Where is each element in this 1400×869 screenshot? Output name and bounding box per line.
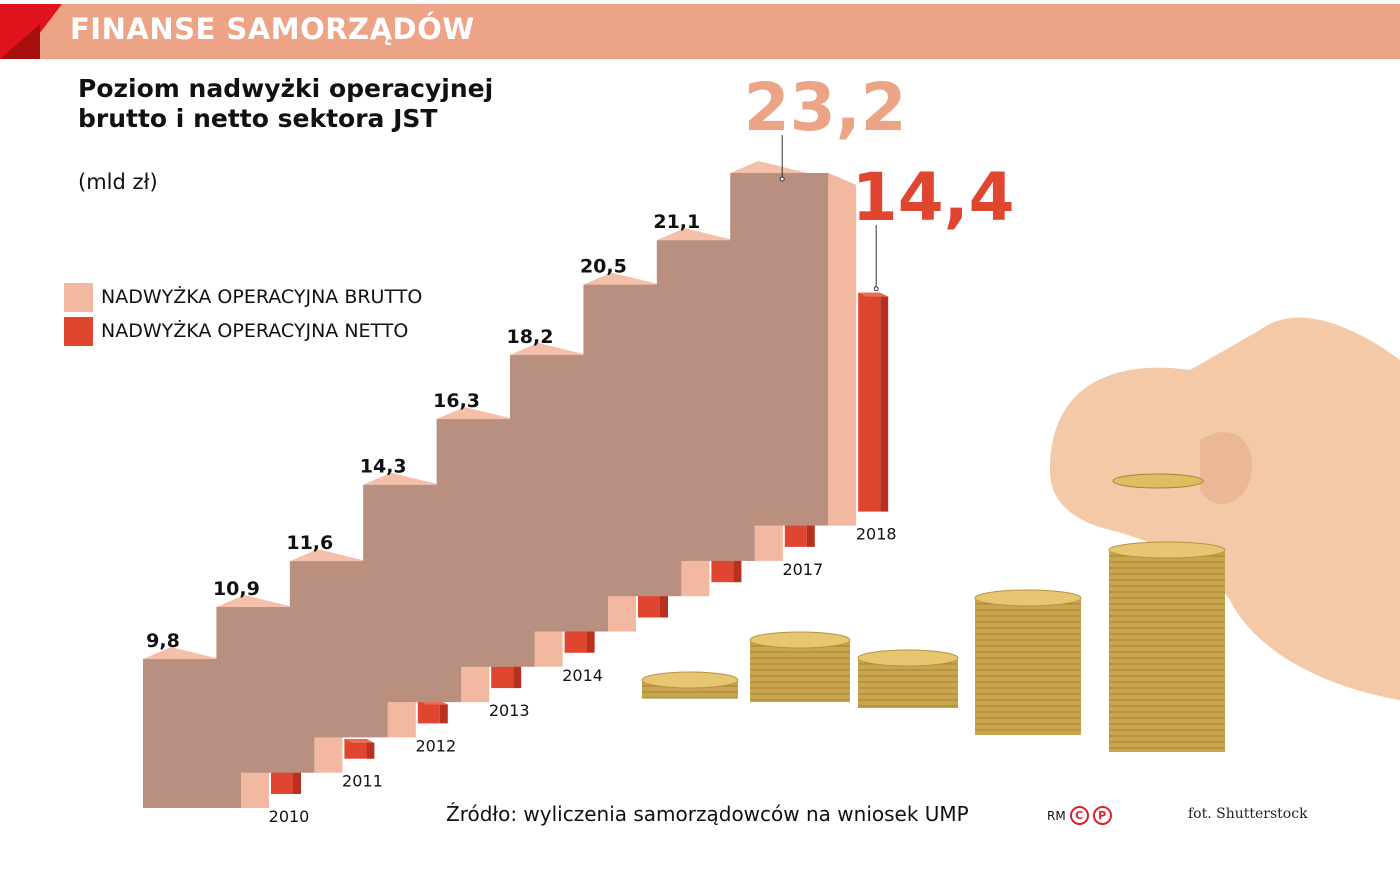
coin-top [749,631,851,649]
header-corner-decoration [0,4,62,59]
value-label-brutto: 21,1 [653,211,700,233]
legend-swatch-brutto [64,282,93,312]
coin-top [974,589,1082,607]
value-label-brutto: 9,8 [146,630,180,652]
bar-netto-2011 [344,738,367,759]
year-label-2013: 2013 [489,701,530,720]
copyright-icon: C [1069,806,1089,825]
chart-title-line1: Poziom nadwyżki operacyjnej [78,74,494,103]
bar-brutto-2018 [730,172,829,526]
source-note: Źródło: wyliczenia samorządowców na wnio… [446,802,969,826]
value-label-brutto: 16,3 [433,390,480,412]
photo-credit: fot. Shutterstock [1188,806,1308,822]
legend-item-netto: NADWYŻKA OPERACYJNA NETTO [64,314,422,348]
coin-top [1108,541,1226,559]
coin-top [857,649,959,667]
bar-netto-2018 [858,292,881,512]
chart-title: Poziom nadwyżki operacyjnej brutto i net… [78,74,493,134]
value-label-brutto: 10,9 [213,578,260,600]
year-label-2017: 2017 [782,560,823,579]
unit-label: (mld zł) [78,170,158,194]
legend-swatch-netto [64,316,93,346]
value-label-brutto: 11,6 [286,532,333,554]
leader-dot [873,286,879,292]
value-label-brutto: 20,5 [580,256,627,278]
hand-thumb [1200,432,1252,504]
coin-stack [974,589,1082,735]
value-label-brutto: 18,2 [507,326,554,348]
legend-label-brutto: NADWYŻKA OPERACYJNA BRUTTO [101,286,423,308]
bar-netto-side [880,292,889,512]
header-bar [0,4,1400,59]
year-label-2014: 2014 [562,666,603,685]
header-title: FINANSE SAMORZĄDÓW [70,12,475,46]
publisher-icon: P [1092,806,1112,825]
value-label-netto-highlight: 14,4 [852,159,1015,236]
bar-netto-top [858,292,889,297]
coin-stack-body [750,640,850,702]
year-label-2018: 2018 [856,525,897,544]
coin-stack [1108,541,1226,752]
coin-top [641,671,739,689]
hand-shape [1050,317,1400,700]
value-label-brutto: 14,3 [360,456,407,478]
bars-group: 9,82,7201010,91,3201111,61,5201214,32,52… [143,69,1015,826]
legend-label-netto: NADWYŻKA OPERACYJNA NETTO [101,320,409,342]
chart-title-line2: brutto i netto sektora JST [78,104,438,133]
legend-item-brutto: NADWYŻKA OPERACYJNA BRUTTO [64,280,422,314]
coins-and-hand-photo [641,317,1400,752]
year-label-2012: 2012 [415,736,456,755]
coin-stack [641,671,739,699]
coin-stack [857,649,959,708]
bar-brutto-side [828,172,857,526]
bar-netto-top [344,738,375,743]
copyright-mark: RM C P [1047,806,1112,825]
year-label-2011: 2011 [342,772,383,791]
coin-stack-body [975,598,1081,735]
bar-netto-2012 [417,700,440,724]
bar-group-2018: 23,2 14,4 2018 [730,69,1015,544]
held-coin [1112,473,1204,489]
legend: NADWYŻKA OPERACYJNA BRUTTO NADWYŻKA OPER… [64,280,422,348]
bar-netto-side [366,738,375,759]
leader-dot [779,176,785,182]
bar-netto-side [439,700,448,724]
year-label-2010: 2010 [269,807,310,826]
rm-label: RM [1047,808,1066,823]
coin-stack [749,631,851,702]
value-label-brutto-highlight: 23,2 [744,69,907,146]
